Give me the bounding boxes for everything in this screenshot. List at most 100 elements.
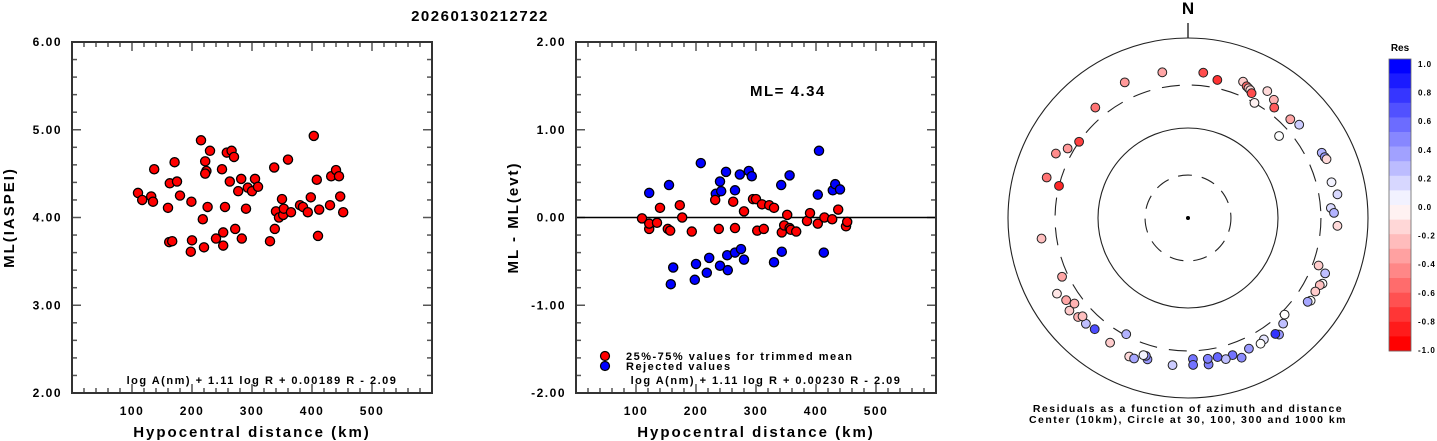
- y-axis-label: ML(IASPEI): [1, 167, 18, 268]
- plot-frame: [71, 41, 433, 394]
- rejected-point: [701, 267, 713, 279]
- colorbar-cell: [1389, 292, 1411, 308]
- station-residual-point: [1054, 180, 1064, 191]
- data-point: [195, 135, 207, 146]
- epicenter-marker: [1186, 216, 1190, 220]
- station-residual-point: [1326, 177, 1337, 188]
- y-tick-label: 4.00: [33, 211, 62, 225]
- distance-ring-300km: [1054, 84, 1322, 352]
- data-point: [324, 199, 336, 211]
- rejected-point: [738, 254, 750, 265]
- data-point: [199, 156, 211, 167]
- data-point: [217, 240, 229, 251]
- station-residual-point: [1236, 352, 1247, 363]
- data-point: [197, 214, 209, 225]
- colorbar-tick-label: -0.8: [1418, 317, 1436, 326]
- y-tick-label: -2.00: [531, 386, 566, 400]
- colorbar-tick-label: 0.8: [1418, 89, 1432, 98]
- data-point: [264, 235, 276, 247]
- trimmed-point: [686, 226, 698, 237]
- station-residual-point: [1138, 350, 1149, 361]
- station-residual-point: [1212, 75, 1223, 85]
- trimmed-point: [664, 225, 676, 236]
- colorbar-tick-label: 0.0: [1418, 203, 1432, 212]
- station-residual-point: [1310, 286, 1321, 297]
- legend-label-trimmed: 25%-75% values for trimmed mean: [626, 351, 853, 363]
- x-tick-label: 300: [744, 404, 769, 418]
- station-residual-point: [1274, 131, 1284, 141]
- data-point: [252, 181, 264, 193]
- trimmed-point: [654, 202, 666, 214]
- station-residual-point: [1077, 311, 1088, 322]
- colorbar-cell: [1389, 132, 1411, 147]
- data-point: [219, 201, 231, 213]
- y-tick-label: 1.00: [537, 123, 566, 137]
- colorbar-tick-label: -0.6: [1418, 289, 1436, 298]
- station-residual-point: [1320, 268, 1331, 279]
- colorbar-tick-label: 0.2: [1418, 174, 1432, 183]
- colorbar-cell: [1389, 321, 1411, 337]
- station-residual-point: [1294, 119, 1305, 130]
- station-residual-point: [1262, 86, 1273, 96]
- data-point: [337, 206, 349, 218]
- station-residual-point: [1279, 309, 1290, 320]
- rejected-point: [714, 260, 726, 272]
- trimmed-point: [713, 223, 725, 235]
- trimmed-point: [674, 199, 686, 211]
- station-residual-point: [1036, 233, 1047, 244]
- station-residual-point: [1050, 148, 1061, 159]
- rejected-point: [768, 257, 780, 268]
- trimmed-point: [676, 212, 688, 223]
- rejected-point: [665, 278, 677, 290]
- legend: 25%-75% values for trimmed mean Rejected…: [599, 350, 853, 373]
- data-point: [186, 196, 197, 207]
- station-residual-point: [1278, 318, 1289, 329]
- data-point: [186, 235, 198, 246]
- station-residual-point: [1121, 329, 1132, 340]
- data-point: [282, 154, 294, 165]
- colorbar-tick-label: -1.0: [1418, 346, 1436, 355]
- trimmed-point: [781, 209, 793, 221]
- data-point: [199, 168, 211, 179]
- station-residual-point: [1202, 353, 1213, 364]
- data-point: [216, 163, 228, 175]
- colorbar-cell: [1389, 205, 1411, 220]
- legend-marker-trimmed: [599, 350, 611, 362]
- colorbar-cell: [1389, 88, 1411, 104]
- data-point: [185, 246, 197, 257]
- distance-ring-30km: [1144, 174, 1232, 262]
- station-residual-point: [1062, 143, 1073, 154]
- colorbar-cell: [1389, 248, 1411, 264]
- formula-label: log A(nm) + 1.11 log R + 0.00189 R - 2.0…: [127, 375, 398, 387]
- colorbar-tick-label: 0.4: [1418, 146, 1432, 155]
- data-point: [228, 151, 240, 163]
- data-point: [235, 173, 247, 185]
- data-point: [210, 233, 222, 244]
- station-residual-point: [1064, 305, 1075, 316]
- station-residual-point: [1244, 343, 1254, 354]
- y-tick-label: 2.00: [537, 35, 566, 49]
- station-residual-point: [1167, 360, 1178, 371]
- x-tick-label: 100: [624, 404, 649, 418]
- distance-ring-1000km: [1007, 37, 1369, 399]
- rejected-point: [695, 157, 707, 169]
- data-point: [169, 156, 180, 168]
- x-axis-label: Hypocentral distance (km): [637, 424, 875, 441]
- data-point: [198, 242, 210, 253]
- station-residual-point: [1057, 271, 1067, 282]
- y-axis-label: ML - ML(evt): [505, 161, 522, 273]
- colorbar-cell: [1389, 146, 1411, 162]
- data-point: [240, 203, 252, 214]
- rejected-point: [667, 262, 679, 273]
- legend-marker-rejected: [599, 360, 611, 372]
- caption-line-1: Residuals as a function of azimuth and d…: [1033, 403, 1343, 415]
- data-point: [268, 162, 280, 173]
- station-residual-point: [1332, 220, 1343, 231]
- data-point: [269, 223, 281, 235]
- station-residual-point: [1329, 208, 1339, 218]
- rejected-point: [818, 247, 830, 258]
- station-residual-point: [1188, 360, 1199, 370]
- rejected-point: [734, 169, 746, 180]
- x-tick-label: 500: [360, 404, 385, 418]
- data-point: [276, 193, 288, 205]
